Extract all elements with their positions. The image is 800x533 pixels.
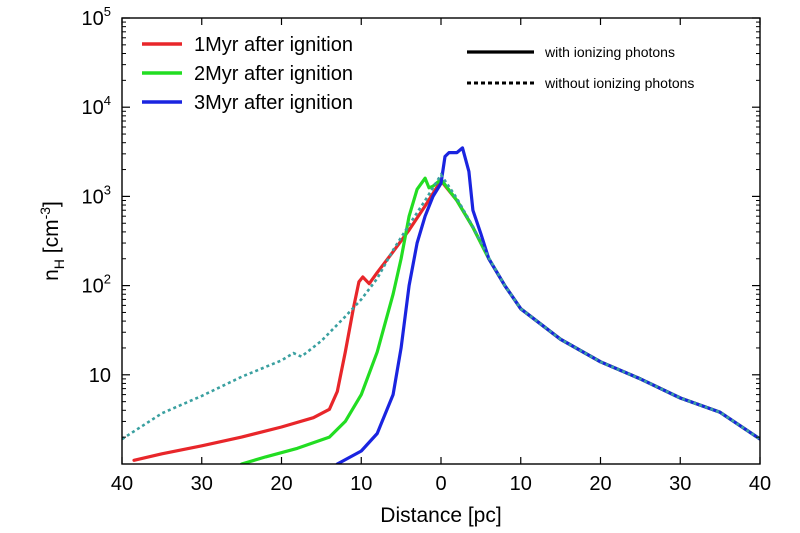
- x-axis-label: Distance [pc]: [380, 504, 501, 527]
- y-axis-label: nH [cm-3]: [37, 201, 67, 281]
- x-tick-label: 20: [270, 473, 292, 495]
- x-tick-label: 40: [749, 473, 771, 495]
- legend-time: 1Myr after ignition 2Myr after ignition …: [142, 34, 353, 114]
- series-line-3myr: [335, 146, 760, 464]
- series-line-2myr: [240, 176, 760, 464]
- x-tick-label: 10: [350, 473, 372, 495]
- legend-label-1myr: 1Myr after ignition: [194, 34, 353, 56]
- y-tick-label: 103: [82, 182, 111, 208]
- x-tick-label: 30: [669, 473, 691, 495]
- series-layer: [122, 146, 760, 464]
- y-tick-label: 104: [82, 93, 111, 119]
- legend-label-solid: with ionizing photons: [544, 44, 675, 60]
- x-tick-label: 10: [510, 473, 532, 495]
- series-line-without-photons: [122, 172, 760, 441]
- x-tick-label: 0: [435, 473, 446, 495]
- series-line-1myr: [132, 179, 760, 462]
- legend-label-2myr: 2Myr after ignition: [194, 63, 353, 85]
- x-tick-label: 30: [191, 473, 213, 495]
- legend-label-3myr: 3Myr after ignition: [194, 92, 353, 114]
- y-tick-label: 10: [89, 365, 111, 387]
- x-tick-label: 40: [111, 473, 133, 495]
- legend-style: with ionizing photons without ionizing p…: [467, 44, 694, 91]
- legend-label-dashed: without ionizing photons: [544, 75, 694, 91]
- tick-layer: 40 30 20 10 0 10 20 30 40 10 102 103 104 105: [82, 4, 772, 495]
- x-tick-label: 20: [589, 473, 611, 495]
- y-tick-label: 105: [82, 4, 111, 30]
- y-tick-label: 102: [82, 272, 111, 298]
